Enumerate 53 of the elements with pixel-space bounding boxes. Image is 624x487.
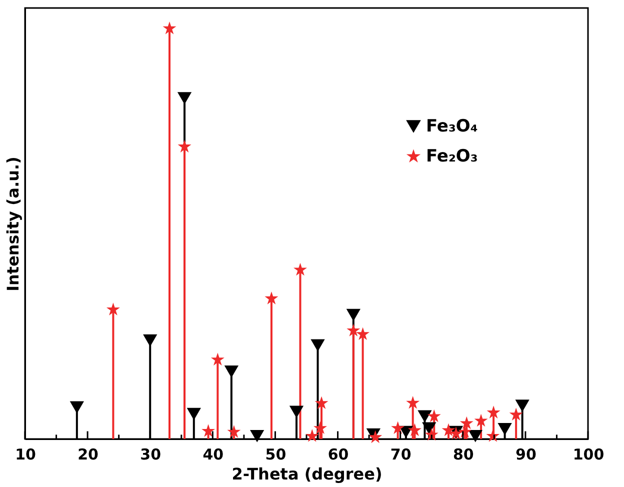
point xyxy=(346,308,360,322)
x-tick-label: 60 xyxy=(328,446,349,464)
point xyxy=(406,396,420,409)
x-axis-title: 2-Theta (degree) xyxy=(232,464,382,484)
point xyxy=(515,400,530,412)
point xyxy=(186,408,201,420)
legend-label: Fe₂O₃ xyxy=(426,146,478,166)
x-tick-label: 40 xyxy=(202,446,224,464)
point xyxy=(474,414,488,427)
point xyxy=(427,409,441,422)
x-tick-label: 100 xyxy=(572,446,604,464)
point xyxy=(310,339,325,352)
point xyxy=(210,352,224,366)
x-tick-label: 70 xyxy=(390,446,412,464)
point xyxy=(178,140,192,152)
point xyxy=(289,406,304,418)
point xyxy=(224,366,239,378)
point xyxy=(391,421,405,434)
x-tick-label: 30 xyxy=(140,446,162,464)
point xyxy=(509,408,523,420)
point xyxy=(264,292,278,304)
point xyxy=(424,428,438,441)
point xyxy=(368,430,382,444)
point xyxy=(106,302,120,316)
x-tick-label: 80 xyxy=(452,446,474,464)
point xyxy=(177,92,192,104)
point xyxy=(162,21,176,34)
x-tick-label: 20 xyxy=(78,446,98,464)
point xyxy=(227,424,241,438)
point xyxy=(356,327,370,340)
point xyxy=(202,424,216,437)
x-tick-label: 90 xyxy=(516,446,536,464)
point xyxy=(143,334,158,347)
point xyxy=(442,423,456,436)
point xyxy=(418,410,432,423)
point xyxy=(498,423,512,436)
point xyxy=(486,406,500,418)
point xyxy=(346,324,360,336)
point xyxy=(250,430,264,442)
point xyxy=(70,401,84,414)
legend-label: Fe₃O₄ xyxy=(426,116,478,136)
point xyxy=(422,422,436,434)
point xyxy=(468,430,482,442)
point xyxy=(486,429,500,442)
x-tick-label: 10 xyxy=(15,446,36,464)
point xyxy=(314,396,328,410)
point xyxy=(314,421,327,434)
point xyxy=(294,262,307,276)
point xyxy=(460,416,474,430)
point xyxy=(408,423,422,436)
y-axis-title: Intensity (a.u.) xyxy=(4,156,22,292)
x-tick-label: 50 xyxy=(265,446,286,464)
point xyxy=(305,429,319,442)
